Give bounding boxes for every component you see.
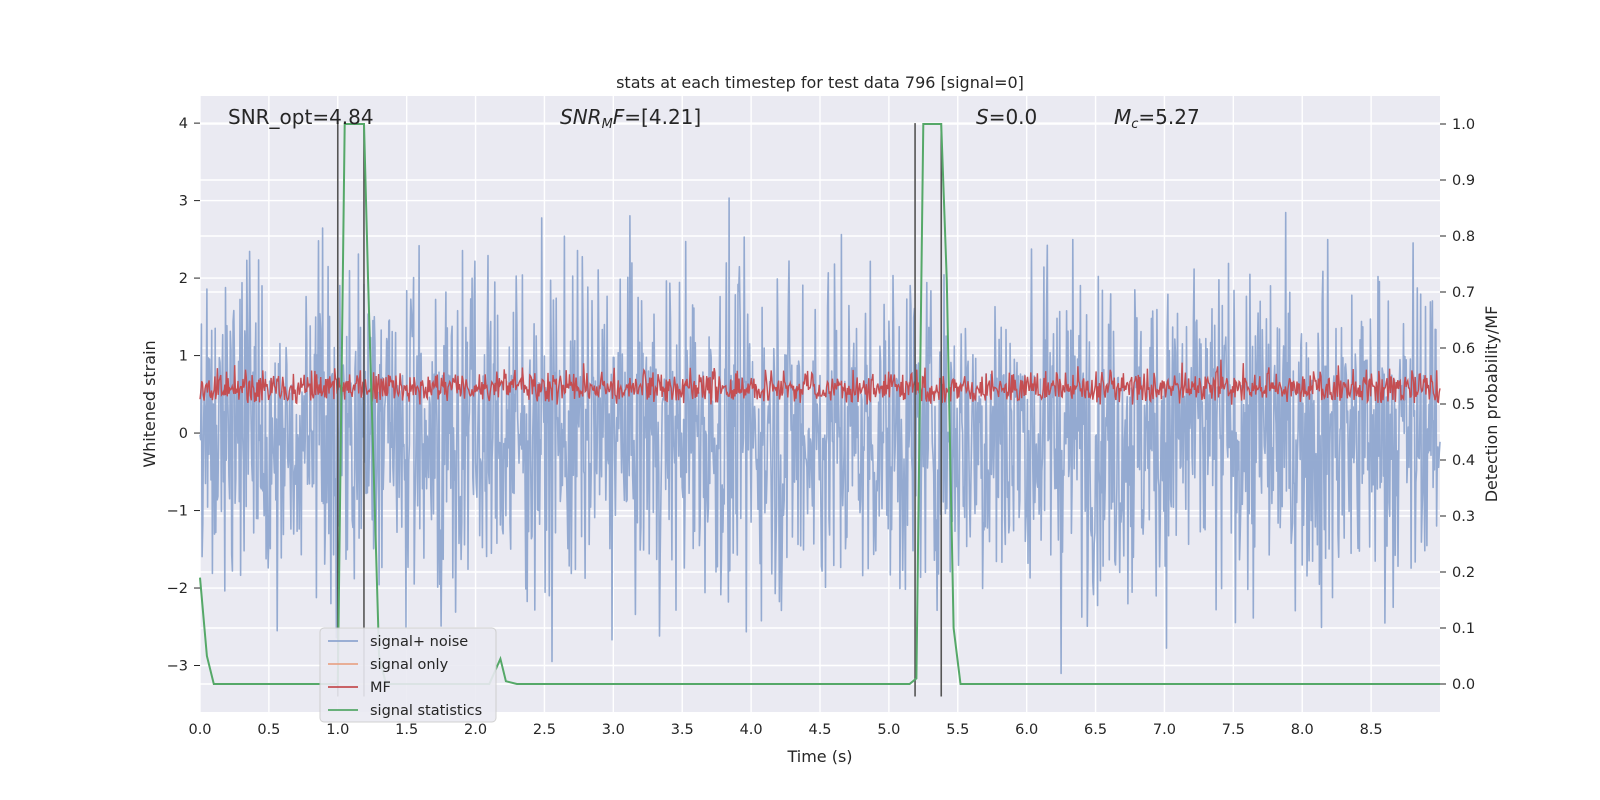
tick-label-right: 0.2 (1452, 565, 1475, 581)
tick-label-left: 0 (179, 426, 188, 442)
tick-label-x: 0.0 (188, 722, 211, 738)
tick-label-x: 8.0 (1291, 722, 1314, 738)
tick-label-x: 6.0 (1015, 722, 1038, 738)
tick-label-x: 2.5 (533, 722, 556, 738)
tick-label-left: 3 (179, 194, 188, 210)
legend-label-stat: signal statistics (370, 703, 482, 719)
legend-label-mf: MF (370, 680, 391, 696)
tick-label-left: 1 (179, 349, 188, 365)
annotation-s: S=0.0 (976, 105, 1037, 129)
tick-label-x: 8.5 (1360, 722, 1383, 738)
annotation-snr-opt: SNR_opt=4.84 (228, 105, 374, 129)
tick-label-left: 4 (179, 116, 188, 132)
series-mf (199, 359, 1441, 405)
chart-title: stats at each timestep for test data 796… (616, 73, 1024, 92)
tick-label-x: 5.0 (877, 722, 900, 738)
tick-label-x: 1.5 (395, 722, 418, 738)
tick-label-right: 0.7 (1452, 285, 1475, 301)
tick-label-right: 0.1 (1452, 621, 1475, 637)
tick-label-right: 0.4 (1452, 453, 1475, 469)
tick-label-x: 2.0 (464, 722, 487, 738)
y-axis-label-left: Whitened strain (140, 340, 159, 467)
tick-label-x: 7.5 (1222, 722, 1245, 738)
annotation-snr-mf: SNRMF=[4.21] (560, 105, 701, 132)
legend-label-noise: signal+ noise (370, 634, 468, 650)
tick-label-x: 5.5 (946, 722, 969, 738)
series-signal-noise (199, 197, 1441, 675)
tick-label-x: 6.5 (1084, 722, 1107, 738)
tick-label-x: 4.5 (808, 722, 831, 738)
tick-label-x: 1.0 (326, 722, 349, 738)
y-axis-label-right: Detection probability/MF (1482, 306, 1501, 503)
tick-label-left: −2 (167, 581, 188, 597)
tick-label-left: 2 (179, 271, 188, 287)
tick-label-right: 0.8 (1452, 229, 1475, 245)
tick-label-right: 0.3 (1452, 509, 1475, 525)
tick-label-left: −3 (167, 659, 188, 675)
tick-label-x: 0.5 (257, 722, 280, 738)
tick-label-left: −1 (167, 504, 188, 520)
tick-label-x: 4.0 (740, 722, 763, 738)
x-axis-label: Time (s) (786, 747, 852, 766)
tick-label-right: 0.5 (1452, 397, 1475, 413)
tick-label-right: 1.0 (1452, 117, 1475, 133)
tick-label-right: 0.9 (1452, 173, 1475, 189)
annotation-mc: Mc=5.27 (1114, 105, 1200, 132)
tick-label-x: 7.0 (1153, 722, 1176, 738)
tick-label-x: 3.5 (671, 722, 694, 738)
tick-label-x: 3.0 (602, 722, 625, 738)
legend: signal+ noise signal only MF signal stat… (319, 627, 497, 723)
tick-label-right: 0.0 (1452, 677, 1475, 693)
tick-label-right: 0.6 (1452, 341, 1475, 357)
legend-label-signal: signal only (370, 657, 449, 673)
